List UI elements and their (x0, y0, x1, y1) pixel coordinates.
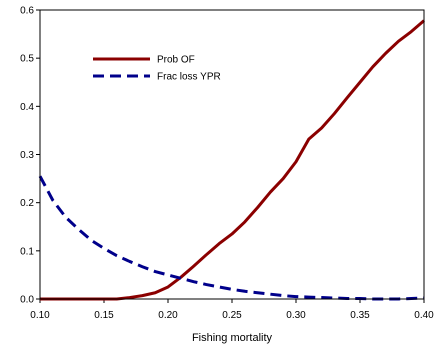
series-line-2 (38, 175, 425, 301)
x-tick-label: 0.20 (158, 310, 178, 321)
y-axis-ticks: 0.0 0.1 0.2 0.3 0.4 0.5 0.6 (20, 6, 40, 306)
legend: Prob OF Frac loss YPR (93, 55, 221, 83)
y-tick-label: 0.4 (20, 102, 34, 113)
y-tick-label: 0.2 (20, 198, 34, 209)
x-tick-label: 0.25 (222, 310, 242, 321)
y-tick-label: 0.5 (20, 54, 34, 65)
y-tick-label: 0.1 (20, 246, 34, 257)
x-tick-label: 0.30 (286, 310, 306, 321)
series-line-1 (40, 19, 425, 301)
y-tick-label: 0.6 (20, 6, 34, 17)
x-axis-ticks: 0.10 0.15 0.20 0.25 0.30 0.35 0.40 (30, 299, 434, 321)
x-tick-label: 0.40 (414, 310, 434, 321)
plot-area-frame (39, 9, 425, 300)
y-tick-label: 0.0 (20, 295, 34, 306)
x-tick-label: 0.15 (94, 310, 114, 321)
x-tick-label: 0.35 (350, 310, 370, 321)
legend-label: Frac loss YPR (157, 72, 221, 83)
series-layer (38, 19, 425, 301)
x-axis-title: Fishing mortality (192, 332, 273, 344)
legend-label: Prob OF (157, 55, 195, 66)
x-tick-label: 0.10 (30, 310, 50, 321)
y-tick-label: 0.3 (20, 150, 34, 161)
